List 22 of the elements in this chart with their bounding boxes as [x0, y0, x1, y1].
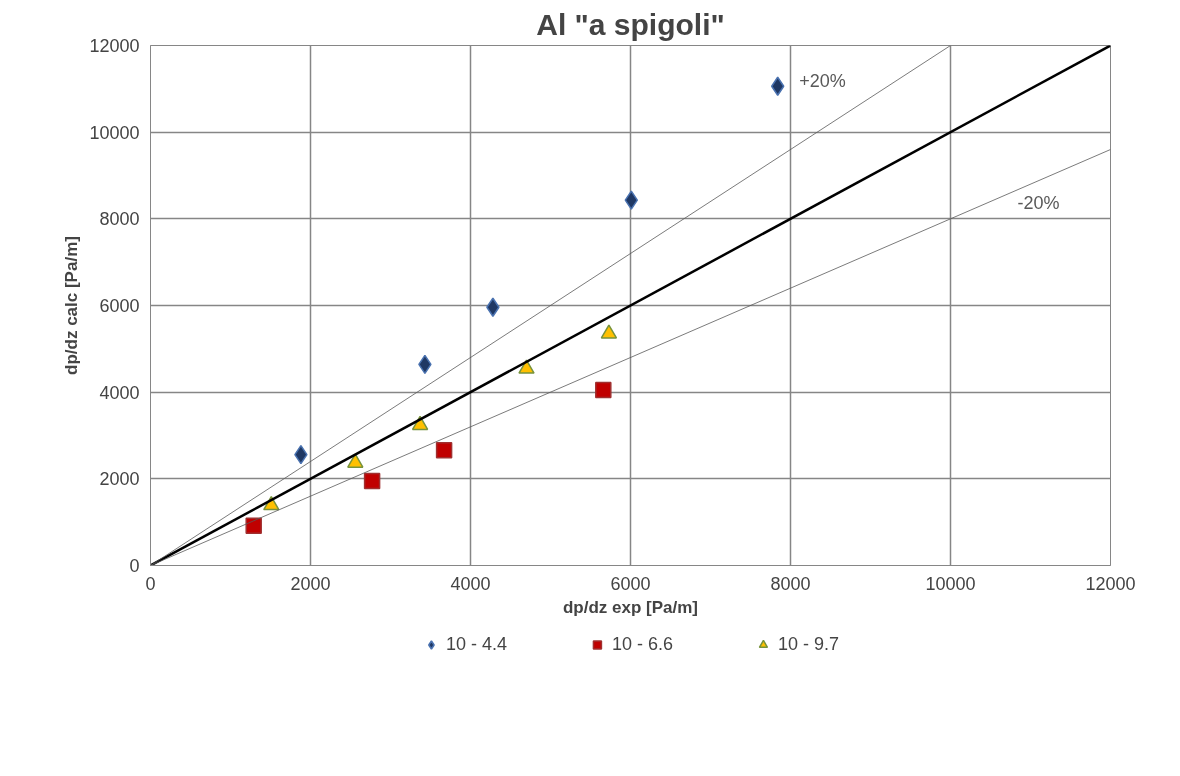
x-tick-label: 2000: [290, 573, 331, 594]
x-axis-title: dp/dz exp [Pa/m]: [562, 597, 699, 617]
legend-label: 10 - 9.7: [778, 633, 840, 655]
legend-label: 10 - 4.4: [445, 633, 507, 655]
y-tick-label: 8000: [99, 209, 140, 230]
y-tick-label: 4000: [99, 382, 140, 403]
series-label: -20%: [1017, 192, 1060, 213]
x-tick-label: 12000: [1085, 573, 1136, 594]
chart-title: Al "a spigoli": [536, 7, 725, 41]
y-tick-label: 2000: [99, 469, 140, 490]
x-tick-label: 6000: [610, 573, 651, 594]
x-tick-label: 8000: [770, 573, 811, 594]
y-tick-label: 0: [129, 556, 140, 576]
y-tick-label: 6000: [99, 296, 140, 316]
legend-label: 10 - 6.6: [611, 633, 674, 655]
x-tick-label: 4000: [450, 573, 491, 594]
series-label: +20%: [799, 70, 846, 91]
x-tick-label: 0: [145, 573, 156, 594]
x-tick-label: 10000: [925, 573, 976, 594]
y-axis-title: dp/dz calc [Pa/m]: [62, 236, 82, 375]
y-tick-label: 12000: [89, 36, 140, 56]
y-tick-label: 10000: [89, 122, 140, 143]
